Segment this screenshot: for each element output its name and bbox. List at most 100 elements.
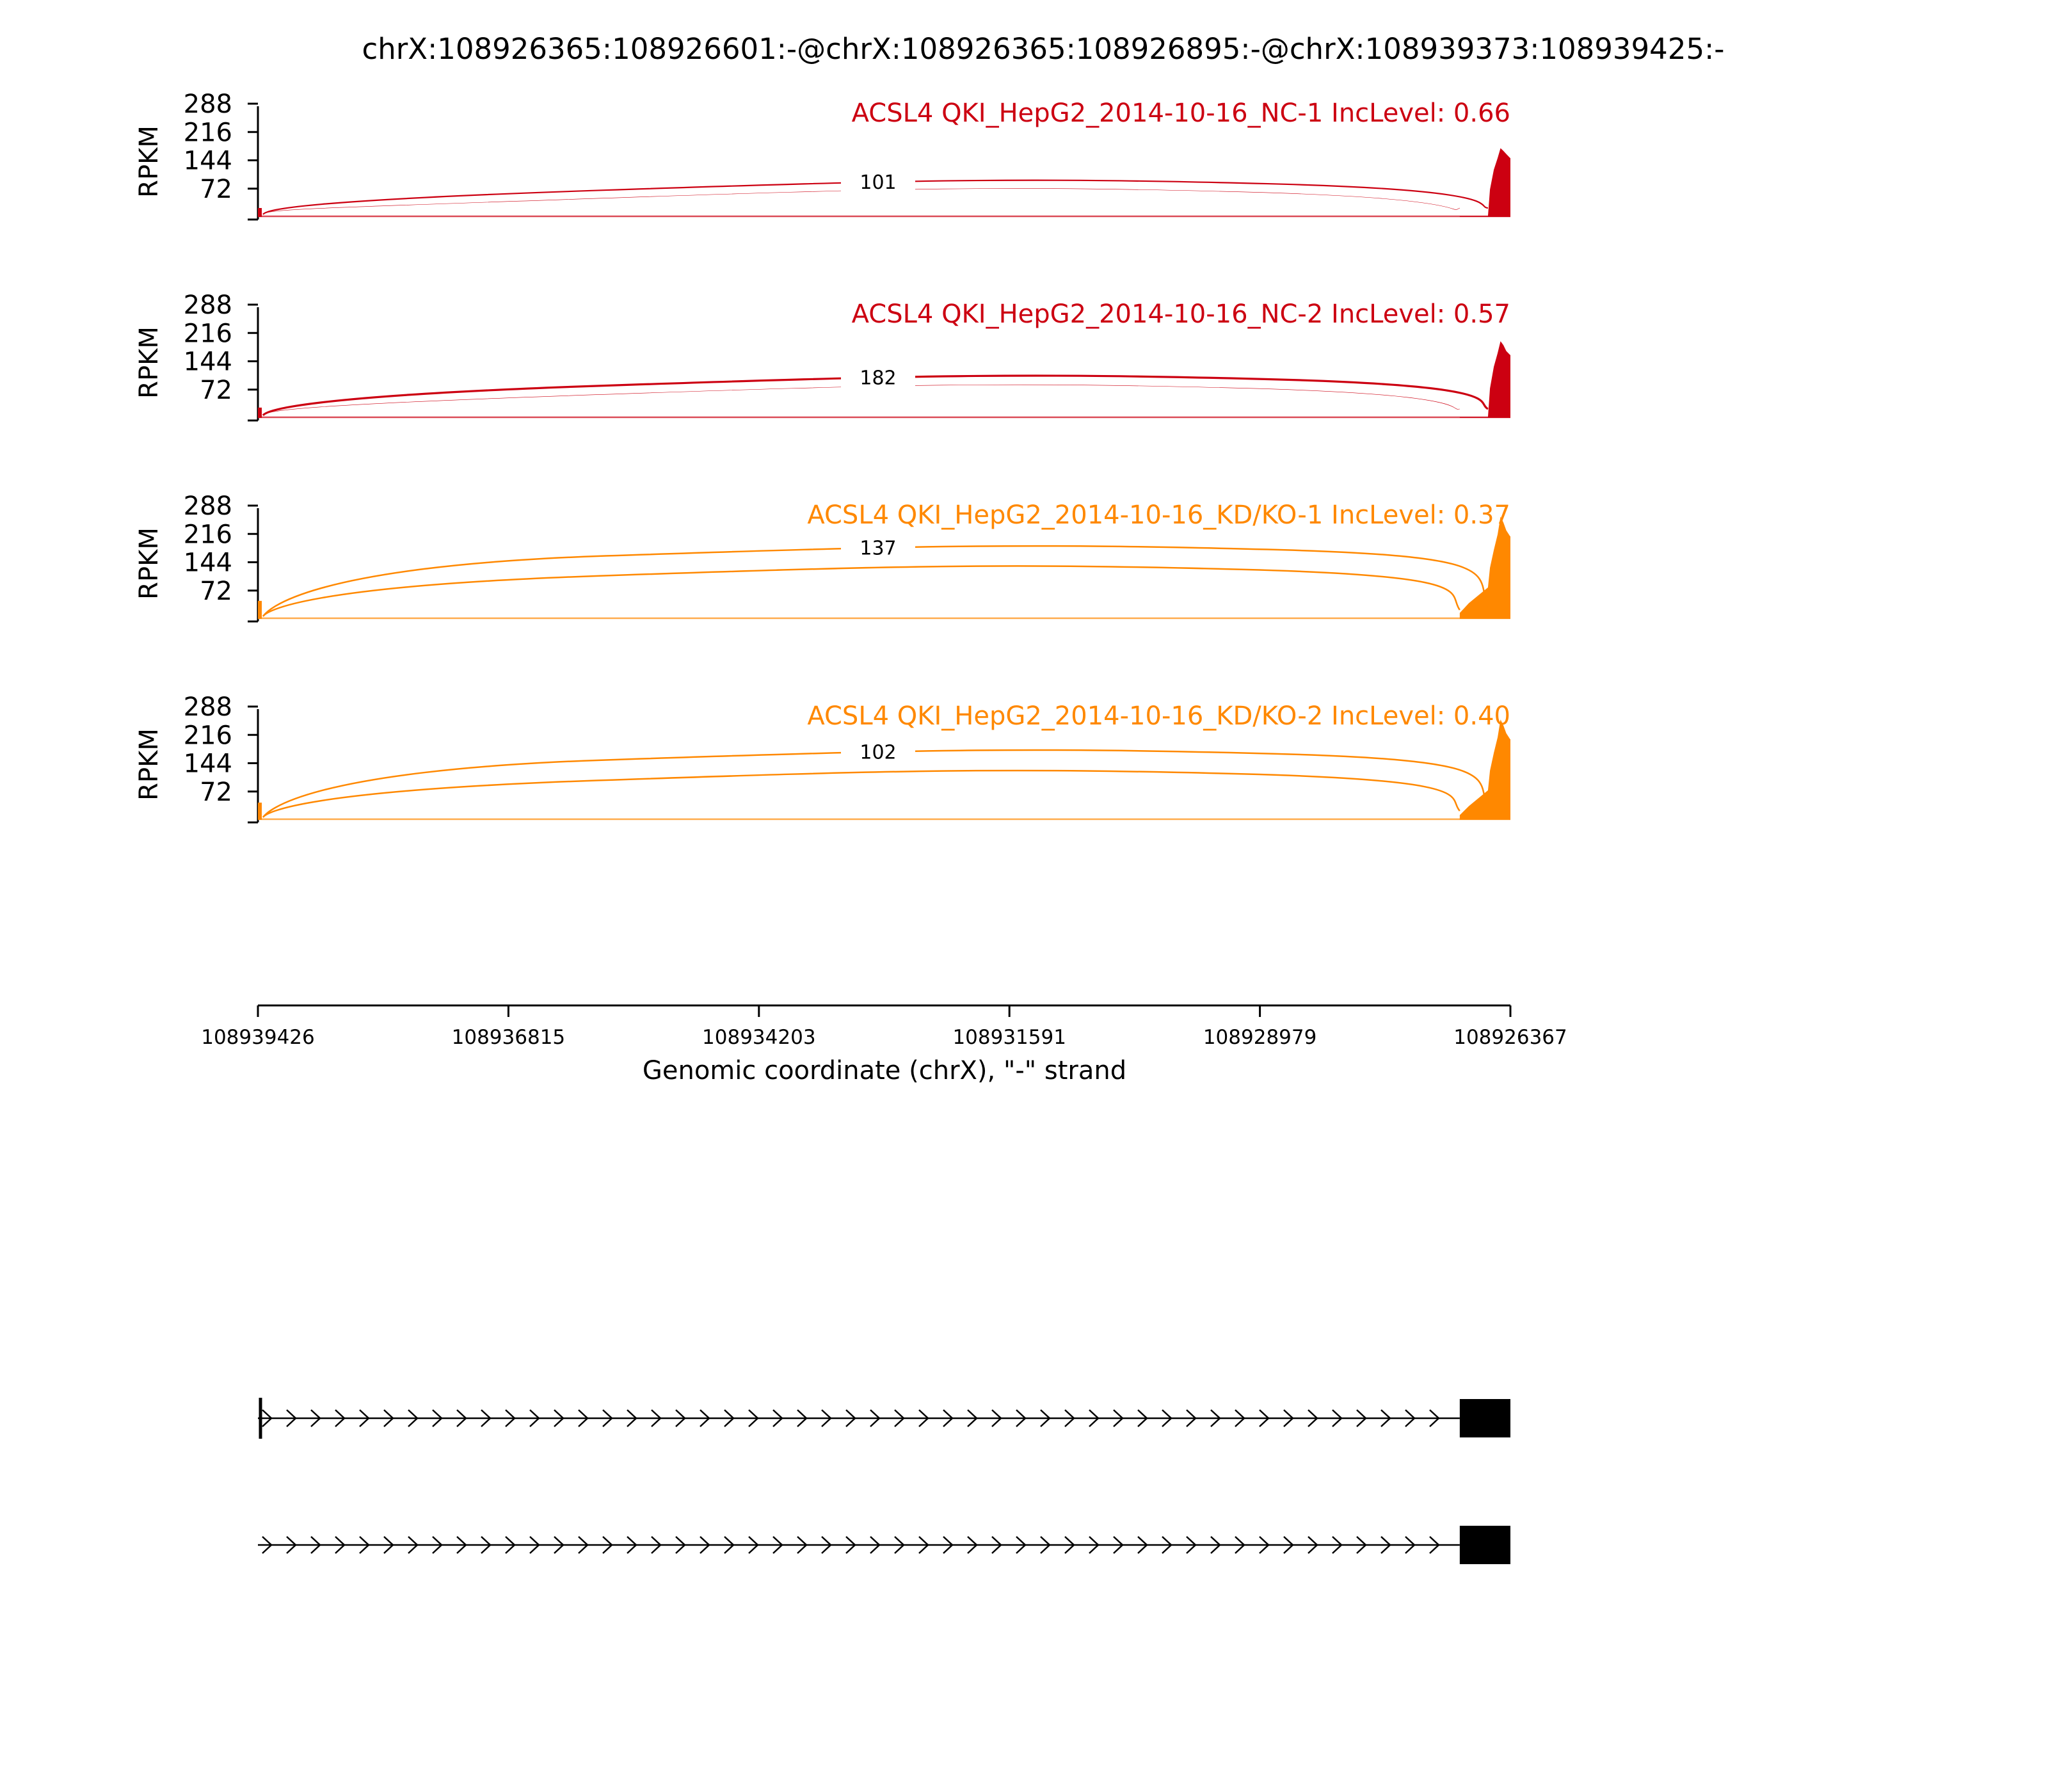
strand-arrow [432,1536,443,1554]
strand-arrow [1040,1536,1051,1554]
strand-arrow [894,1409,905,1427]
strand-arrow [432,1409,443,1427]
strand-arrow [310,1536,321,1554]
strand-arrow [1016,1536,1027,1554]
strand-arrow [1405,1536,1416,1554]
strand-arrow [651,1536,662,1554]
strand-arrow [1405,1409,1416,1427]
exon-coverage-area [1459,719,1510,820]
junction-count-label: 182 [860,367,896,389]
strand-arrow [335,1409,346,1427]
strand-arrow [481,1409,492,1427]
strand-arrow [262,1409,273,1427]
y-tick-label: 72 [200,577,232,606]
junction-arc-1 [262,545,1489,617]
strand-arrow [456,1409,467,1427]
strand-arrow [1380,1409,1391,1427]
strand-arrow [1308,1536,1318,1554]
y-tick-label: 72 [200,175,232,204]
exon-coverage-area [1459,148,1510,217]
strand-arrow [1429,1409,1440,1427]
strand-arrow [724,1536,735,1554]
junction-count-label: 102 [860,741,896,764]
chart-title: chrX:108926365:108926601:-@chrX:10892636… [362,32,1725,66]
y-tick-label: 216 [184,319,232,348]
junction-arc-1 [262,179,1489,215]
strand-arrow [1259,1536,1270,1554]
strand-arrow [1235,1536,1245,1554]
strand-arrow [1162,1536,1172,1554]
strand-arrow [1186,1409,1197,1427]
left-exon-coverage [258,407,262,418]
y-tick-label: 288 [184,291,232,320]
strand-arrow [505,1409,516,1427]
y-tick-label: 72 [200,376,232,405]
y-tick-label: 144 [184,548,232,578]
strand-arrow [845,1536,856,1554]
exon-coverage-area [1459,516,1510,619]
strand-arrow [870,1409,881,1427]
junction-count-label: 101 [860,172,896,194]
strand-arrow [602,1409,613,1427]
strand-arrow [797,1536,808,1554]
x-tick-label: 108939426 [201,1026,315,1049]
strand-arrow [675,1536,686,1554]
strand-arrow [383,1536,394,1554]
strand-arrow [1137,1536,1148,1554]
strand-arrow [1259,1409,1270,1427]
strand-arrow [335,1536,346,1554]
strand-arrow [748,1536,759,1554]
y-axis-label: RPKM [134,125,164,198]
junction-count-box [841,733,915,769]
strand-arrow [1308,1409,1318,1427]
y-tick-label: 288 [184,492,232,521]
junction-arc-2 [262,384,1460,416]
strand-arrow [578,1536,589,1554]
left-exon-coverage [258,208,262,217]
strand-arrow [894,1536,905,1554]
strand-arrow [262,1536,273,1554]
strand-arrow [1332,1536,1343,1554]
strand-arrow [1210,1536,1221,1554]
y-tick-label: 144 [184,348,232,377]
strand-arrow [383,1409,394,1427]
strand-arrow [1235,1409,1245,1427]
strand-arrow [967,1536,978,1554]
junction-arc-1 [262,749,1489,818]
strand-arrow [700,1536,710,1554]
strand-arrow [602,1536,613,1554]
track-title: ACSL4 QKI_HepG2_2014-10-16_NC-2 IncLevel… [852,300,1510,329]
strand-arrow [286,1409,297,1427]
strand-arrow [845,1409,856,1427]
strand-arrow [627,1409,637,1427]
strand-arrow [1283,1409,1294,1427]
left-exon-coverage [258,600,262,619]
y-axis-label: RPKM [134,728,164,801]
left-exon-coverage [258,803,262,820]
y-axis-label: RPKM [134,326,164,399]
strand-arrow [1137,1409,1148,1427]
x-tick-label: 108936815 [452,1026,566,1049]
strand-arrow [408,1409,419,1427]
exon-block [1459,1526,1510,1564]
junction-arc-2 [262,565,1460,617]
strand-arrow [1113,1536,1124,1554]
x-tick-label: 108926367 [1453,1026,1567,1049]
strand-arrow [408,1536,419,1554]
track-title: ACSL4 QKI_HepG2_2014-10-16_NC-1 IncLevel… [852,99,1510,128]
strand-arrow [1210,1409,1221,1427]
strand-arrow [772,1536,783,1554]
gene-models [258,1398,1510,1564]
strand-arrow [772,1409,783,1427]
strand-arrow [821,1409,832,1427]
junction-arc-2 [262,188,1460,215]
strand-arrow [967,1409,978,1427]
strand-arrow [1113,1409,1124,1427]
y-tick-label: 144 [184,147,232,176]
strand-arrow [1429,1536,1440,1554]
x-axis: 108939426 108936815 108934203 108931591 1089… [201,1004,1567,1049]
strand-arrow [943,1536,954,1554]
